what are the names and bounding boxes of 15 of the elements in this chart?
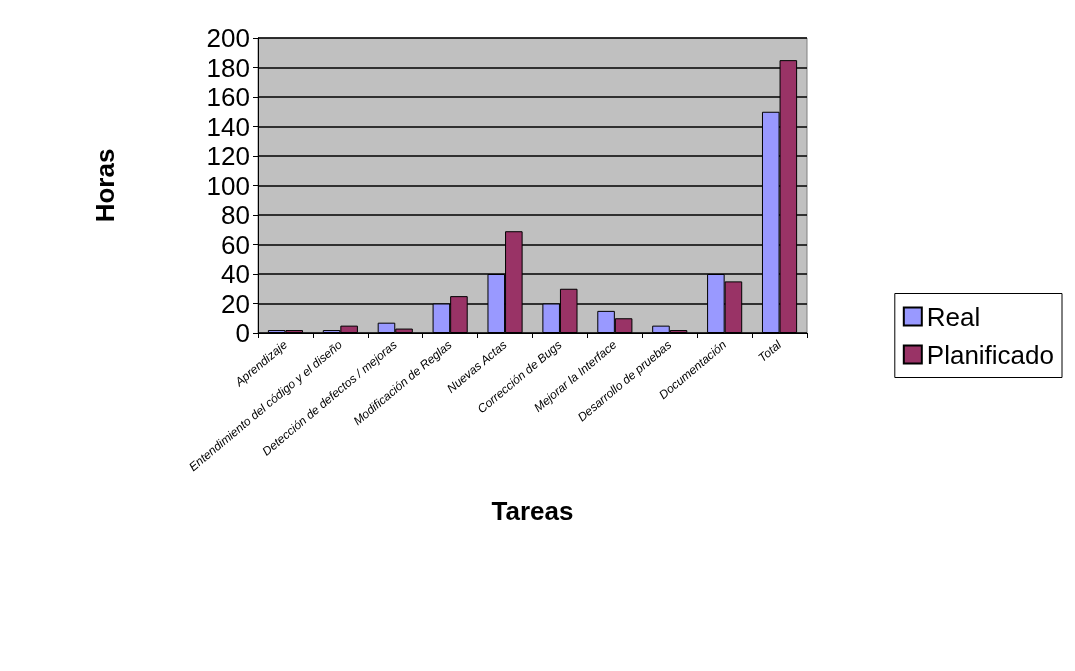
y-tick-label: 80 (221, 200, 250, 230)
y-tick-label: 0 (235, 318, 250, 348)
y-axis-title: Horas (90, 148, 120, 223)
y-tick-label: 120 (206, 141, 250, 171)
y-tick-label: 20 (221, 288, 250, 319)
y-tick-label: 140 (206, 111, 250, 142)
y-tick-label: 40 (221, 259, 250, 289)
x-axis-title: Tareas (491, 496, 574, 526)
y-tick-label: 100 (206, 170, 250, 201)
y-tick-label: 160 (206, 82, 250, 112)
legend-label: Planificado (926, 339, 1055, 370)
y-tick-label: 200 (206, 23, 250, 53)
y-tick-label: 180 (206, 52, 250, 83)
legend-label: Real (926, 301, 981, 332)
y-tick-label: 60 (221, 229, 250, 260)
